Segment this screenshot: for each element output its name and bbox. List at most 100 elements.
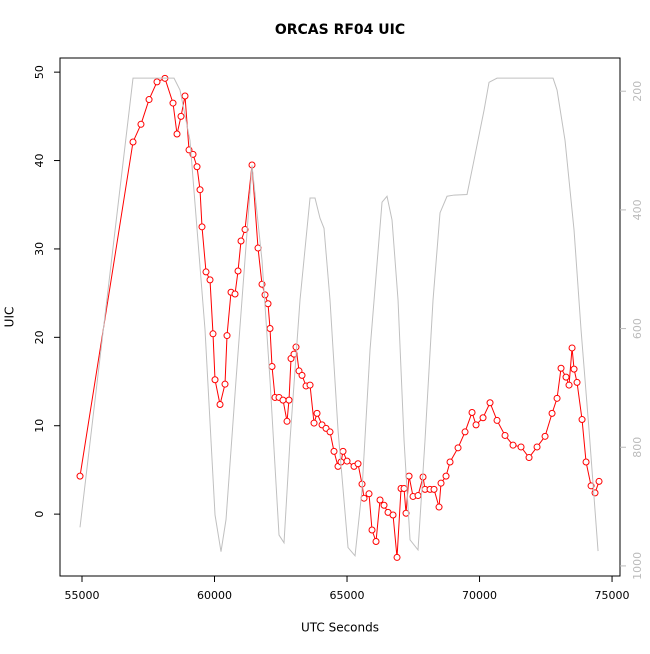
data-point	[380, 501, 388, 509]
data-point	[209, 330, 217, 338]
x-tick-label: 55000	[64, 589, 99, 602]
data-point	[198, 223, 206, 231]
data-point	[137, 120, 145, 128]
data-point	[562, 373, 570, 381]
data-point	[313, 409, 321, 417]
data-point	[595, 477, 603, 485]
data-point	[360, 494, 368, 502]
data-point	[153, 78, 161, 86]
chart-title: ORCAS RF04 UIC	[275, 22, 405, 38]
data-point	[365, 490, 373, 498]
data-point	[486, 399, 494, 407]
y2-tick-label: 1000	[631, 552, 644, 580]
x-tick-label: 60000	[197, 589, 232, 602]
data-point	[193, 163, 201, 171]
data-point	[553, 394, 561, 402]
data-point	[372, 538, 380, 546]
data-point	[216, 401, 224, 409]
data-point	[237, 237, 245, 245]
data-point	[283, 417, 291, 425]
data-point	[435, 503, 443, 511]
y-tick-label: 20	[33, 330, 46, 344]
data-point	[145, 96, 153, 104]
y-tick-label: 0	[33, 511, 46, 518]
data-point	[557, 364, 565, 372]
x-tick-label: 75000	[595, 589, 630, 602]
data-point	[501, 431, 509, 439]
data-point	[223, 332, 231, 340]
data-point	[290, 350, 298, 358]
x-axis-label: UTC Seconds	[301, 621, 379, 635]
data-point	[541, 432, 549, 440]
data-point	[202, 268, 210, 276]
data-point	[472, 421, 480, 429]
data-point	[393, 553, 401, 561]
data-point	[405, 472, 413, 480]
y2-tick-label: 200	[631, 81, 644, 102]
data-point	[461, 428, 469, 436]
series-line	[79, 77, 599, 558]
data-point	[568, 344, 576, 352]
data-point	[573, 378, 581, 386]
data-point	[310, 419, 318, 427]
data-point	[591, 489, 599, 497]
y-tick-label: 30	[33, 242, 46, 256]
data-point	[368, 526, 376, 534]
data-point	[587, 482, 595, 490]
data-point	[570, 365, 578, 373]
data-point	[76, 472, 84, 480]
data-point	[479, 414, 487, 422]
data-point	[400, 484, 408, 492]
data-point	[206, 276, 214, 284]
data-point	[493, 416, 501, 424]
x-tick-label: 70000	[462, 589, 497, 602]
data-point	[578, 416, 586, 424]
data-point	[211, 376, 219, 384]
data-point	[129, 138, 137, 146]
data-point	[298, 371, 306, 379]
data-point	[173, 130, 181, 138]
data-point	[169, 99, 177, 107]
data-point	[266, 324, 274, 332]
data-point	[330, 447, 338, 455]
data-point	[430, 485, 438, 493]
data-point	[268, 363, 276, 371]
data-point	[196, 186, 204, 194]
data-point	[306, 381, 314, 389]
data-point	[177, 112, 185, 120]
y2-tick-label: 800	[631, 437, 644, 458]
data-point	[285, 396, 293, 404]
data-point	[582, 458, 590, 466]
plot-frame	[59, 57, 621, 577]
data-point	[525, 454, 533, 462]
data-point	[354, 460, 362, 468]
data-point	[533, 443, 541, 451]
data-point	[221, 380, 229, 388]
data-point	[339, 447, 347, 455]
y2-tick-label: 600	[631, 318, 644, 339]
data-point	[264, 300, 272, 308]
data-point	[437, 479, 445, 487]
data-point	[234, 267, 242, 275]
data-point	[261, 291, 269, 299]
data-point	[402, 509, 410, 517]
data-point	[454, 444, 462, 452]
data-point	[181, 92, 189, 100]
y-tick-label: 50	[33, 65, 46, 79]
data-point	[517, 443, 525, 451]
data-point	[565, 381, 573, 389]
data-point	[389, 511, 397, 519]
y2-tick-label: 400	[631, 199, 644, 220]
y-tick-label: 40	[33, 154, 46, 168]
x-tick-label: 65000	[330, 589, 365, 602]
data-point	[548, 409, 556, 417]
data-point	[231, 290, 239, 298]
data-point	[326, 428, 334, 436]
data-point	[446, 458, 454, 466]
y-axis-label: UIC	[3, 307, 17, 328]
y-tick-label: 10	[33, 419, 46, 433]
data-point	[343, 457, 351, 465]
data-point	[509, 441, 517, 449]
